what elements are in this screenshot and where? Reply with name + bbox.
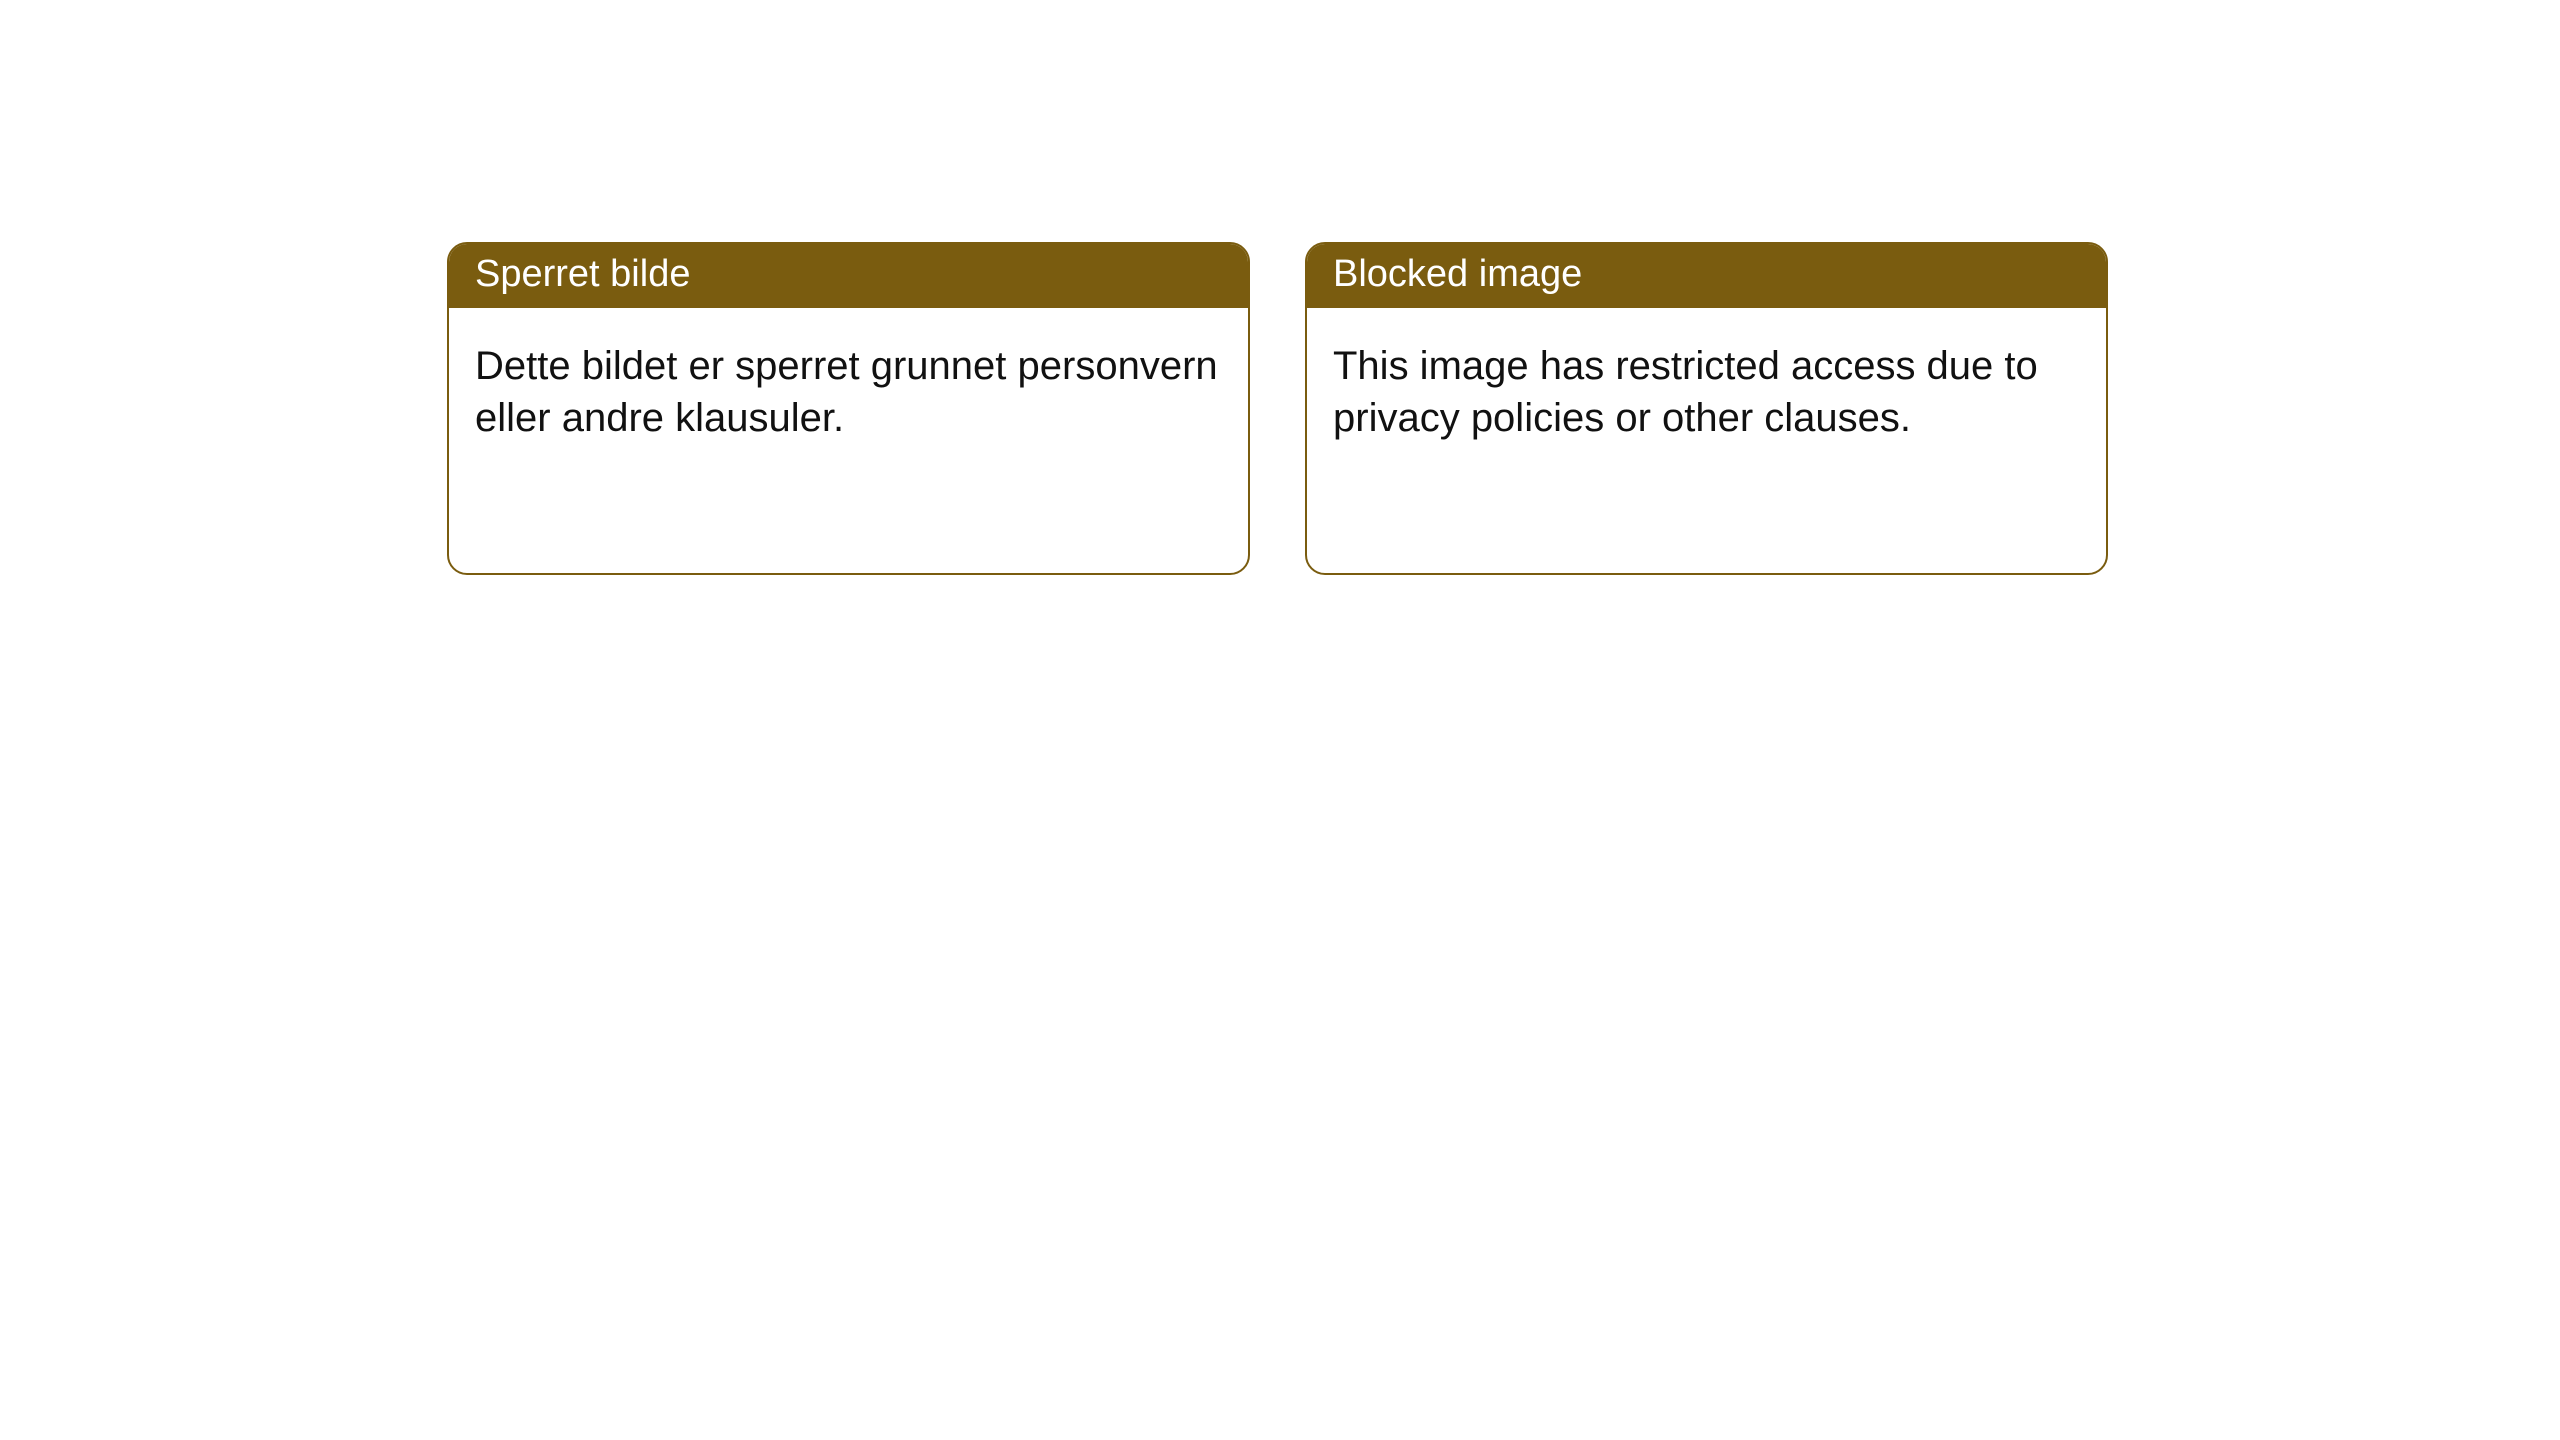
card-body: This image has restricted access due to … bbox=[1307, 308, 2106, 470]
notice-container: Sperret bilde Dette bildet er sperret gr… bbox=[0, 0, 2560, 575]
card-title: Blocked image bbox=[1333, 253, 1582, 295]
card-header: Blocked image bbox=[1307, 244, 2106, 308]
card-title: Sperret bilde bbox=[475, 253, 690, 295]
card-body-text: Dette bildet er sperret grunnet personve… bbox=[475, 344, 1218, 440]
card-body: Dette bildet er sperret grunnet personve… bbox=[449, 308, 1248, 470]
blocked-image-card-no: Sperret bilde Dette bildet er sperret gr… bbox=[447, 242, 1250, 575]
blocked-image-card-en: Blocked image This image has restricted … bbox=[1305, 242, 2108, 575]
card-header: Sperret bilde bbox=[449, 244, 1248, 308]
card-body-text: This image has restricted access due to … bbox=[1333, 344, 2038, 440]
